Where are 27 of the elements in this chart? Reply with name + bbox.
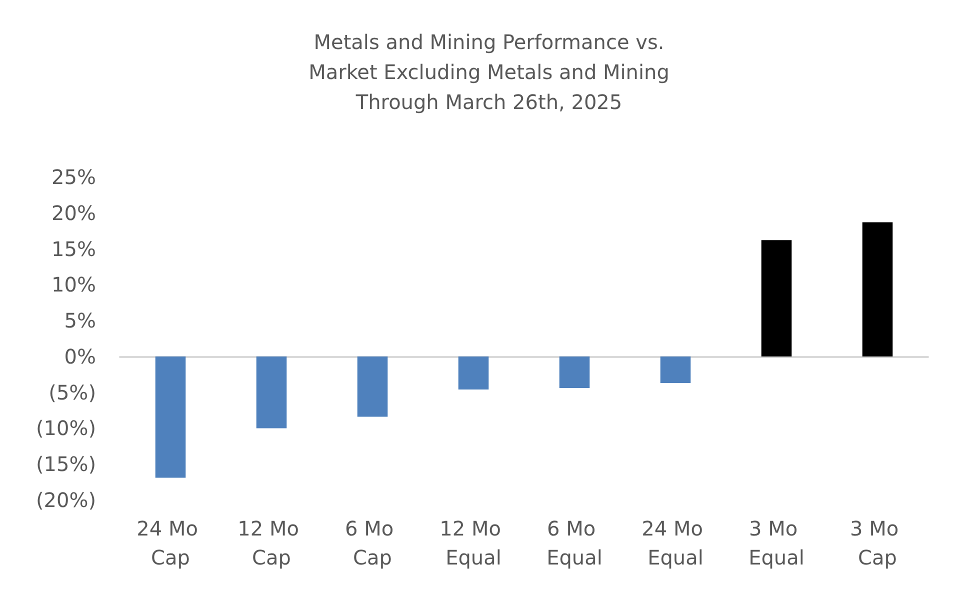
- x-tick-label: 6 Mo Equal: [546, 516, 602, 570]
- bar: [458, 356, 489, 390]
- bar: [256, 356, 287, 428]
- y-tick-label: 10%: [52, 272, 96, 297]
- chart-title: Metals and Mining Performance vs. Market Excluding Metals and Mining Through March 26th, 2025: [308, 30, 670, 114]
- bar: [357, 356, 388, 417]
- x-tick-label: 12 Mo Equal: [440, 516, 508, 570]
- y-tick-label: 5%: [64, 308, 96, 333]
- bar: [761, 240, 792, 356]
- y-tick-label: (20%): [36, 488, 96, 512]
- bar: [155, 356, 186, 478]
- y-tick-label: (10%): [36, 416, 96, 440]
- y-tick-label: 15%: [52, 236, 96, 261]
- bar: [660, 356, 691, 383]
- bar: [862, 222, 893, 356]
- x-tick-label: 12 Mo Cap: [238, 516, 306, 570]
- x-tick-label: 24 Mo Cap: [136, 516, 204, 570]
- x-tick-label: 3 Mo Cap: [850, 516, 905, 570]
- y-tick-label: (5%): [48, 380, 96, 404]
- x-tick-label: 24 Mo Equal: [642, 516, 710, 570]
- bar: [559, 356, 590, 388]
- y-tick-label: (15%): [36, 452, 96, 476]
- y-tick-label: 20%: [52, 200, 96, 225]
- y-tick-label: 25%: [52, 165, 96, 189]
- y-tick-label: 0%: [64, 344, 96, 368]
- x-tick-label: 6 Mo Cap: [345, 516, 400, 570]
- x-tick-label: 3 Mo Equal: [748, 516, 804, 570]
